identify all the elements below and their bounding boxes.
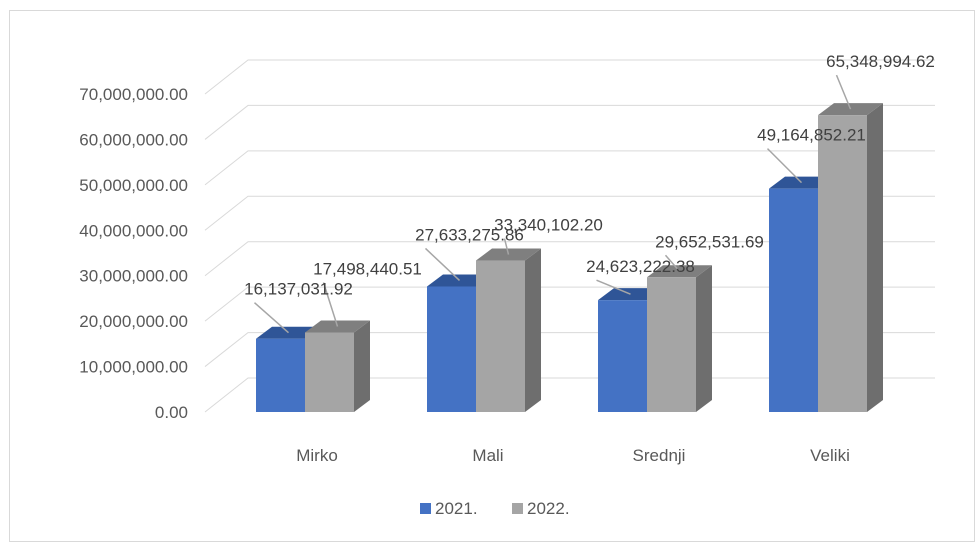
- y-tick-label: 60,000,000.00: [79, 130, 188, 149]
- gridline: [204, 150, 935, 186]
- bar-side: [696, 265, 712, 412]
- legend-label: 2021.: [435, 499, 478, 518]
- leader-line: [424, 247, 461, 282]
- data-label: 49,164,852.21: [757, 126, 866, 145]
- gridline: [204, 241, 935, 277]
- bar-side: [525, 248, 541, 412]
- leader-line: [322, 282, 339, 327]
- data-label: 65,348,994.62: [826, 52, 935, 71]
- bar-side: [354, 320, 370, 412]
- y-tick-label: 30,000,000.00: [79, 267, 188, 286]
- data-label: 17,498,440.51: [313, 260, 422, 279]
- bar: [818, 103, 883, 413]
- bar: [647, 265, 712, 412]
- leader-line: [835, 74, 852, 110]
- leader-line: [766, 148, 803, 184]
- legend-swatch: [512, 503, 523, 514]
- x-axis-categories: Mirko Mali Srednji Veliki: [296, 446, 850, 465]
- y-tick-label: 10,000,000.00: [79, 358, 188, 377]
- bar-front: [256, 338, 305, 412]
- y-tick-label: 20,000,000.00: [79, 312, 188, 331]
- data-label: 24,623,222.38: [586, 257, 695, 276]
- x-category-label: Mirko: [296, 446, 338, 465]
- leader-lines: [254, 74, 852, 334]
- bar-front: [647, 277, 696, 412]
- y-tick-label: 50,000,000.00: [79, 176, 188, 195]
- leader-line: [664, 254, 681, 272]
- y-tick-label: 70,000,000.00: [79, 85, 188, 104]
- x-category-label: Veliki: [810, 446, 850, 465]
- legend-swatch: [420, 503, 431, 514]
- y-axis-ticks: 0.00 10,000,000.00 20,000,000.00 30,000,000…: [79, 85, 188, 422]
- y-tick-label: 40,000,000.00: [79, 221, 188, 240]
- x-category-label: Srednji: [633, 446, 686, 465]
- bar-front: [305, 332, 354, 412]
- leader-line: [254, 302, 289, 334]
- gridline: [204, 59, 935, 95]
- data-label: 33,340,102.20: [494, 216, 603, 235]
- bar-front: [598, 300, 647, 412]
- leader-line: [596, 279, 631, 295]
- legend-label: 2022.: [527, 499, 570, 518]
- bar-front: [476, 260, 525, 412]
- bars: [256, 103, 883, 413]
- data-label: 16,137,031.92: [244, 280, 353, 299]
- bar: [305, 320, 370, 412]
- legend: 2021. 2022.: [420, 499, 570, 518]
- bar-side: [867, 103, 883, 413]
- gridline: [204, 104, 935, 140]
- bar-front: [427, 286, 476, 412]
- bar-front: [769, 188, 818, 412]
- bar-front: [818, 115, 867, 413]
- data-label: 29,652,531.69: [655, 232, 764, 251]
- y-tick-label: 0.00: [155, 403, 188, 422]
- data-label: 27,633,275.86: [415, 225, 524, 244]
- bar: [476, 248, 541, 412]
- x-category-label: Mali: [472, 446, 503, 465]
- gridline: [204, 195, 935, 231]
- leader-line: [503, 238, 510, 255]
